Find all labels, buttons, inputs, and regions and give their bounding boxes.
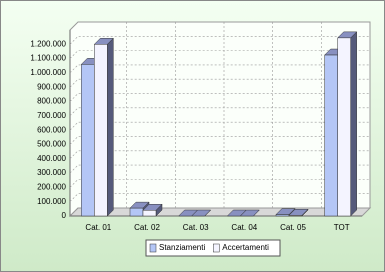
bar-top (191, 209, 212, 217)
grid-line (69, 136, 370, 145)
grid-line (69, 93, 370, 102)
y-tick-label: 300.000 (37, 168, 66, 177)
y-tick-label: 0 (62, 211, 67, 220)
y-tick-label: 600.000 (37, 125, 66, 134)
y-tick-label: 1.200.000 (30, 39, 66, 48)
y-tick-label: 1.000.000 (30, 68, 66, 77)
legend-label: Accertamenti (222, 243, 269, 252)
y-tick-label: 700.000 (37, 111, 66, 120)
y-tick-label: 800.000 (37, 97, 66, 106)
bar (142, 210, 157, 217)
bar (275, 214, 290, 217)
x-tick-label: TOT (334, 223, 350, 232)
y-tick-label: 200.000 (37, 182, 66, 191)
y-tick-label: 500.000 (37, 140, 66, 149)
grid-line (69, 193, 370, 202)
legend-label: Stanziamenti (159, 243, 205, 252)
legend-swatch (213, 243, 220, 253)
bar (129, 207, 144, 217)
y-tick-label: 900.000 (37, 82, 66, 91)
bar (337, 37, 351, 217)
bar-top (239, 209, 260, 217)
x-tick-label: Cat. 02 (134, 223, 160, 232)
y-tick-label: 400.000 (37, 154, 66, 163)
y-tick-label: 100.000 (37, 197, 66, 206)
bar (81, 64, 95, 217)
bar (324, 54, 338, 217)
bar (288, 215, 303, 217)
x-tick-label: Cat. 04 (231, 223, 257, 232)
x-tick-label: Cat. 03 (183, 223, 209, 232)
bar (94, 44, 108, 217)
grid-line (69, 64, 370, 74)
grid-line (69, 164, 370, 174)
x-tick-label: Cat. 05 (280, 223, 306, 232)
bar-side (107, 37, 114, 217)
legend-swatch (149, 243, 157, 253)
x-tick-label: Cat. 01 (85, 223, 111, 232)
bar-side (350, 31, 357, 217)
y-tick-label: 1.100.000 (30, 54, 66, 63)
grid-line (69, 36, 370, 45)
